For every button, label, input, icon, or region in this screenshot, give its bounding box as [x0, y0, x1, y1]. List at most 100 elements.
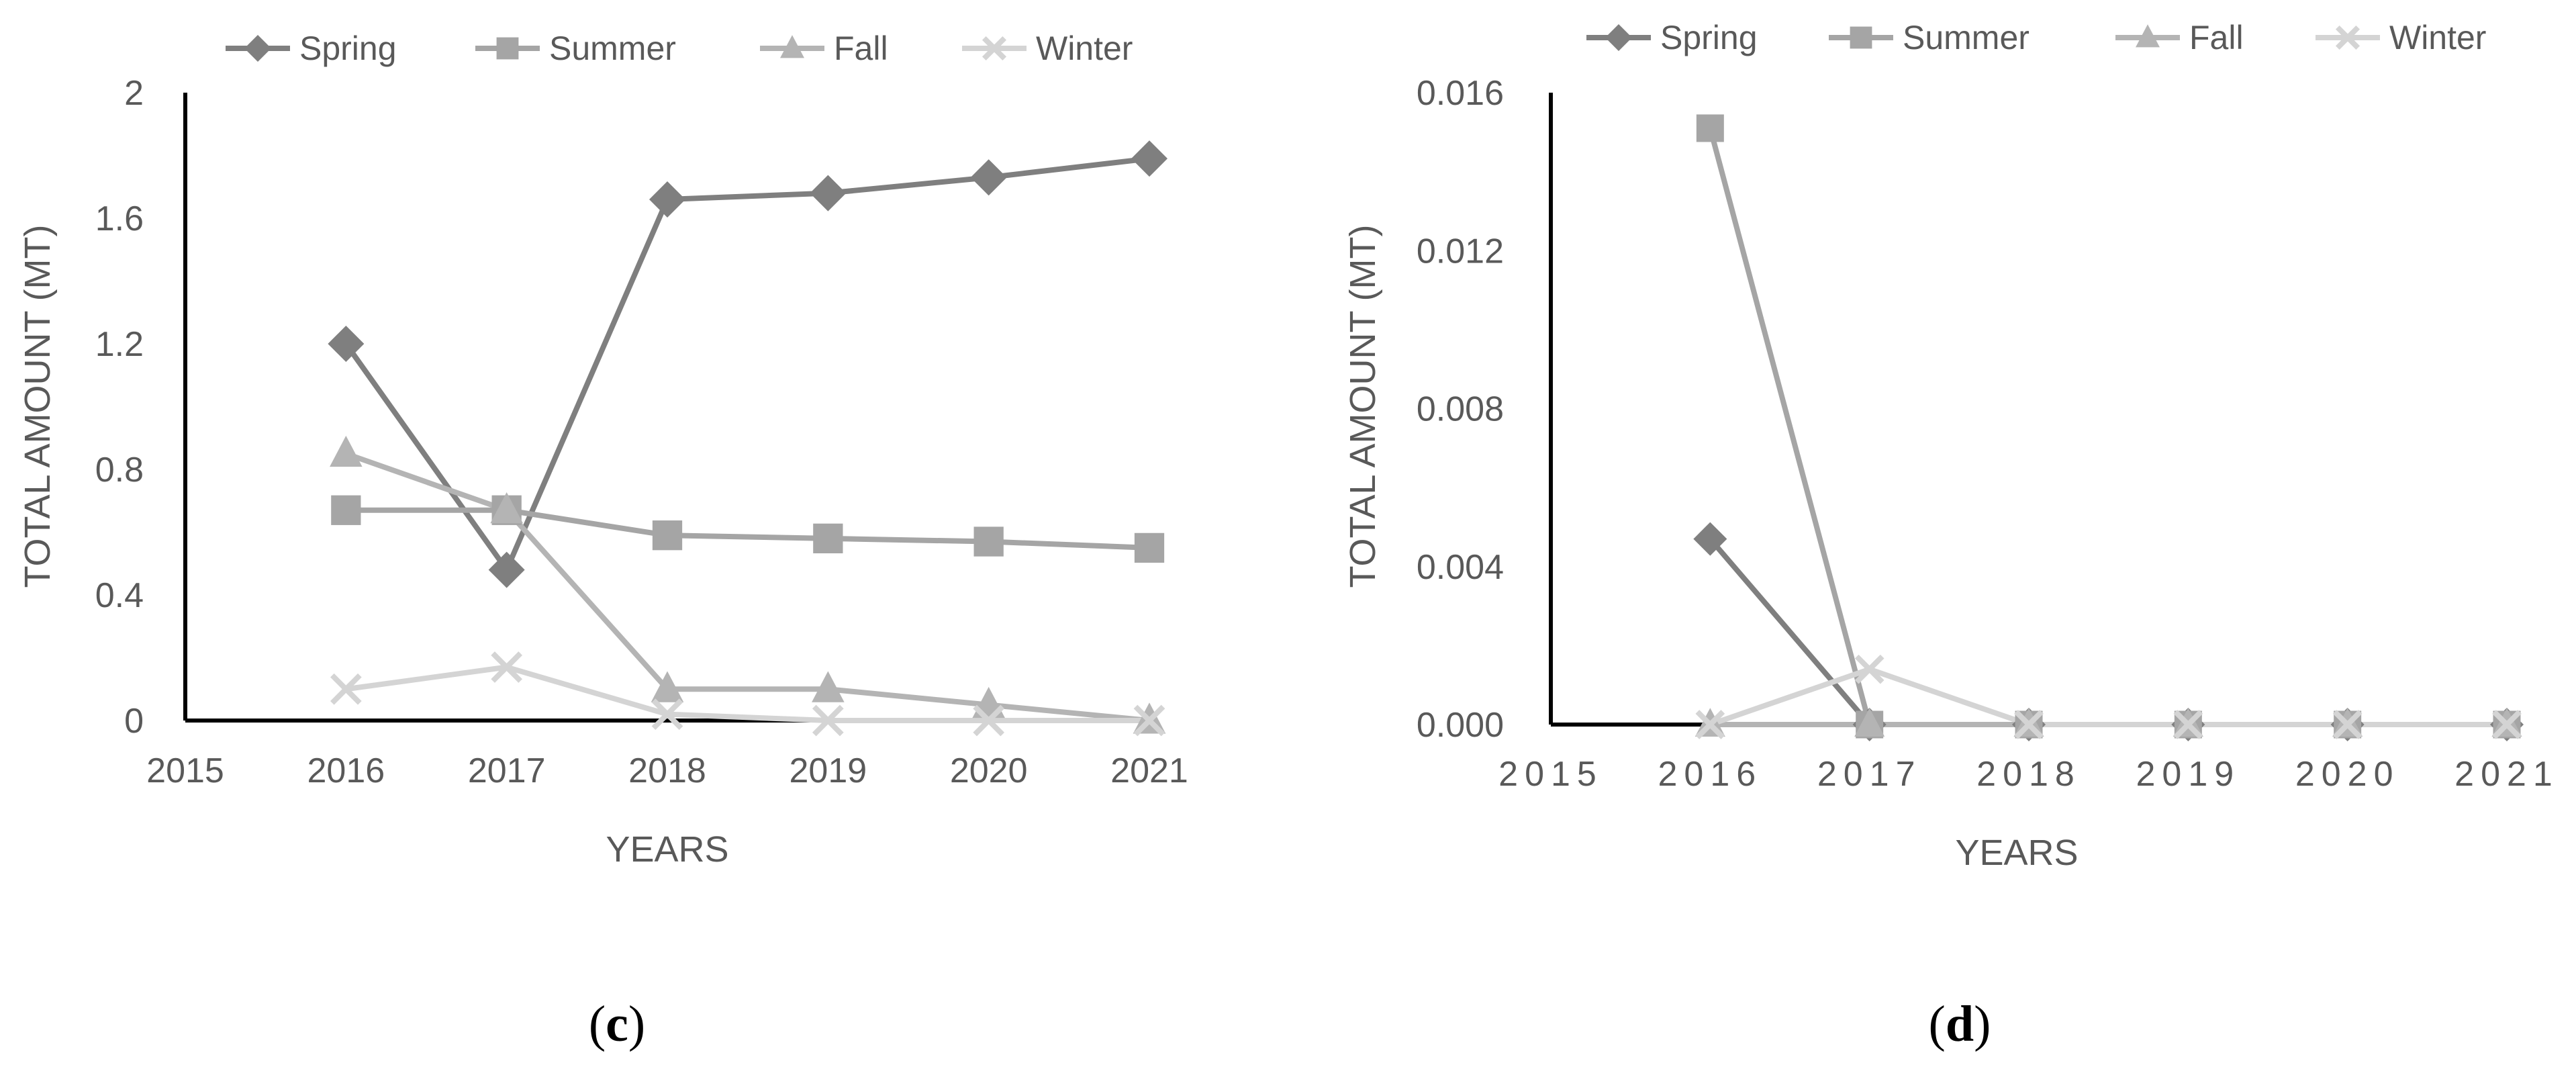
y-tick-label: 0.012 [1417, 232, 1504, 271]
legend-label: Winter [2389, 19, 2486, 56]
data-point-spring [488, 551, 525, 588]
y-tick-label: 0.000 [1417, 706, 1504, 745]
y-tick-label: 0.016 [1417, 74, 1504, 113]
legend-marker [496, 37, 519, 60]
caption-open-paren: ( [589, 996, 606, 1052]
legend-marker [2335, 25, 2360, 50]
legend-label: Spring [1660, 19, 1758, 56]
legend-entry-winter: Winter [962, 30, 1133, 67]
legend-label: Summer [1903, 19, 2030, 56]
legend-marker [1605, 24, 1632, 51]
y-tick-label: 0.008 [1417, 390, 1504, 429]
legend-marker [780, 35, 804, 58]
data-point-spring [970, 159, 1007, 196]
data-point-fall [490, 492, 523, 524]
caption-letter: c [606, 996, 628, 1052]
x-tick-label: 2018 [1976, 755, 2081, 794]
y-tick-label: 0.4 [95, 576, 144, 615]
data-point-summer [813, 523, 843, 553]
caption-close-paren: ) [628, 996, 645, 1052]
x-axis-title: YEARS [1955, 833, 2078, 873]
series-line-spring [344, 156, 1150, 573]
legend-marker [2136, 24, 2160, 48]
chart-panel-c: 0 0.4 0.8 1.2 1.6 2 2015 2016 2017 2018 2019 2020 20… [17, 30, 1188, 1052]
data-point-winter [2492, 710, 2522, 739]
y-axis-title: TOTAL AMOUNT (MT) [1343, 224, 1383, 588]
legend-label: Fall [2189, 19, 2244, 56]
data-point-winter [651, 698, 683, 730]
data-point-winter [330, 673, 362, 705]
data-point-summer [1696, 114, 1724, 142]
data-point-winter [2173, 710, 2203, 739]
data-point-summer [973, 526, 1004, 557]
x-tick-label: 2017 [1817, 755, 1922, 794]
legend-marker [982, 36, 1007, 61]
x-tick-label: 2019 [2136, 755, 2240, 794]
series-line-winter [1709, 666, 2507, 727]
caption-letter: d [1946, 996, 1974, 1052]
legend-entry-spring: Spring [226, 30, 397, 67]
caption-close-paren: ) [1974, 996, 1991, 1052]
data-point-spring [1693, 522, 1727, 556]
x-tick-label: 2018 [628, 751, 706, 790]
legend-label: Spring [299, 30, 397, 67]
data-point-winter [1695, 710, 1725, 739]
series-line-winter [345, 664, 1149, 723]
y-tick-label: 0 [124, 702, 144, 741]
y-tick-label: 1.6 [95, 199, 144, 238]
legend-label: Winter [1036, 30, 1133, 67]
x-tick-label: 2016 [307, 751, 385, 790]
data-point-winter [1133, 704, 1165, 737]
data-point-winter [812, 704, 844, 737]
legend-label: Fall [834, 30, 888, 67]
data-point-spring [1131, 140, 1167, 177]
x-tick-label: 2015 [146, 751, 224, 790]
series-line-summer [346, 507, 1150, 551]
data-point-winter [2014, 710, 2044, 739]
legend-entry-spring: Spring [1586, 19, 1758, 56]
x-axis-title: YEARS [606, 829, 728, 870]
y-tick-label: 1.2 [95, 325, 144, 364]
data-point-spring [328, 326, 365, 362]
data-point-spring [649, 181, 685, 218]
x-tick-label: 2020 [2295, 755, 2400, 794]
chart-panel-d: 0.000 0.004 0.008 0.012 0.016 2015 2016 2017 201… [1343, 19, 2559, 1052]
legend-entry-winter: Winter [2316, 19, 2486, 56]
data-point-spring [810, 175, 847, 212]
data-point-summer [1134, 532, 1165, 563]
caption-open-paren: ( [1929, 996, 1946, 1052]
data-point-summer [652, 520, 683, 551]
data-point-summer [331, 495, 361, 525]
panel-caption: (d) [1929, 996, 1991, 1052]
panel-caption: (c) [589, 996, 645, 1052]
legend-entry-fall: Fall [760, 30, 888, 67]
data-point-winter [2332, 710, 2363, 739]
legend-label: Summer [549, 30, 676, 67]
y-tick-label: 2 [124, 74, 144, 113]
x-tick-label: 2017 [468, 751, 546, 790]
x-tick-label: 2019 [789, 751, 867, 790]
y-axis-title: TOTAL AMOUNT (MT) [17, 224, 58, 588]
data-point-fall [1854, 708, 1885, 737]
data-point-winter [491, 651, 523, 683]
legend-entry-summer: Summer [1829, 19, 2030, 56]
x-tick-label: 2021 [1110, 751, 1188, 790]
data-point-winter [1854, 654, 1885, 684]
legend-marker [244, 35, 271, 62]
legend-entry-summer: Summer [475, 30, 676, 67]
y-tick-label: 0.004 [1417, 548, 1504, 587]
x-tick-label: 2020 [950, 751, 1028, 790]
x-tick-label: 2021 [2454, 755, 2559, 794]
data-point-winter [973, 704, 1005, 737]
data-point-fall [651, 671, 684, 702]
series-line-summer [1707, 127, 2507, 727]
data-point-fall [812, 671, 845, 702]
y-tick-label: 0.8 [95, 451, 144, 490]
legend-entry-fall: Fall [2115, 19, 2244, 56]
data-point-fall [330, 435, 363, 467]
x-tick-label: 2016 [1658, 755, 1762, 794]
legend-marker [1850, 26, 1872, 49]
series-line-fall [345, 451, 1150, 723]
x-tick-label: 2015 [1498, 755, 1603, 794]
